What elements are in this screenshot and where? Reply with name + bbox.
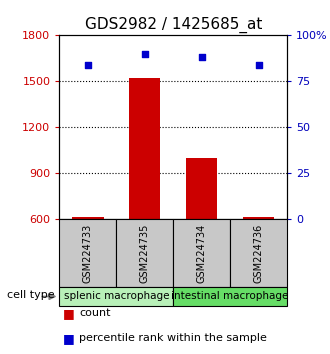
Bar bbox=[173, 287, 287, 306]
Text: count: count bbox=[79, 308, 111, 318]
Point bbox=[142, 51, 148, 57]
Text: intestinal macrophage: intestinal macrophage bbox=[172, 291, 289, 302]
Bar bbox=[59, 287, 173, 306]
Text: splenic macrophage: splenic macrophage bbox=[64, 291, 169, 302]
Point bbox=[85, 62, 90, 68]
Bar bbox=[243, 217, 274, 219]
Text: ■: ■ bbox=[63, 307, 75, 320]
Text: cell type: cell type bbox=[7, 290, 54, 300]
Bar bbox=[129, 78, 160, 219]
Text: GSM224734: GSM224734 bbox=[197, 223, 207, 283]
Text: percentile rank within the sample: percentile rank within the sample bbox=[79, 333, 267, 343]
Title: GDS2982 / 1425685_at: GDS2982 / 1425685_at bbox=[84, 16, 262, 33]
Bar bbox=[173, 219, 230, 287]
Point bbox=[256, 62, 261, 68]
Point bbox=[199, 55, 204, 60]
Text: GSM224735: GSM224735 bbox=[140, 223, 150, 283]
Bar bbox=[116, 219, 173, 287]
Bar bbox=[72, 217, 104, 219]
Text: GSM224733: GSM224733 bbox=[83, 223, 93, 283]
Text: ■: ■ bbox=[63, 332, 75, 344]
Bar bbox=[230, 219, 287, 287]
Text: GSM224736: GSM224736 bbox=[254, 223, 264, 283]
Bar bbox=[186, 158, 217, 219]
Bar bbox=[59, 219, 116, 287]
